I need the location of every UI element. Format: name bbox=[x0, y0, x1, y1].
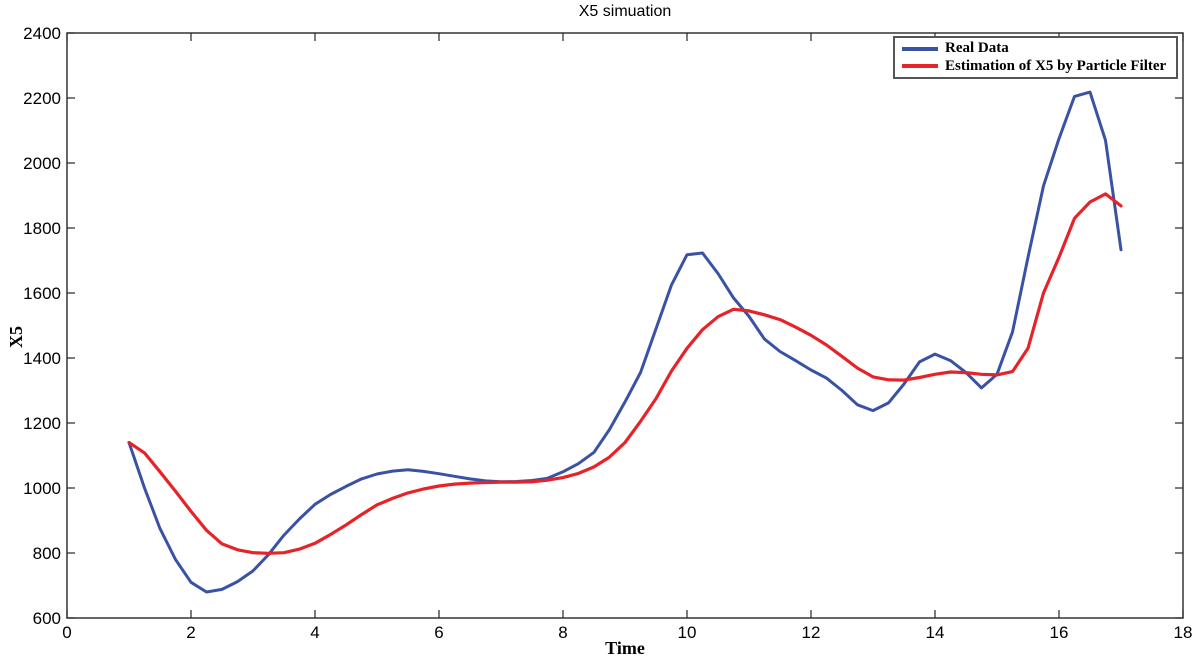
y-tick-label: 800 bbox=[33, 544, 61, 563]
legend: Real Data Estimation of X5 by Particle F… bbox=[893, 36, 1178, 79]
y-tick-label: 1400 bbox=[23, 349, 61, 368]
series-line-estimation bbox=[127, 192, 1123, 555]
series-line-real-data bbox=[127, 90, 1123, 594]
y-axis-label: X5 bbox=[6, 326, 26, 348]
plot-frame bbox=[66, 32, 1184, 619]
x-tick-label: 14 bbox=[926, 623, 945, 642]
x-tick-label: 0 bbox=[62, 623, 71, 642]
chart-title: X5 simuation bbox=[578, 3, 672, 20]
x-tick-label: 18 bbox=[1174, 623, 1193, 642]
x-tick-label: 12 bbox=[802, 623, 821, 642]
x-tick-label: 4 bbox=[310, 623, 319, 642]
legend-item-real-data: Real Data bbox=[895, 40, 1176, 58]
y-tick-label: 1000 bbox=[23, 479, 61, 498]
y-tick-label: 2200 bbox=[23, 89, 61, 108]
y-tick-label: 2400 bbox=[23, 24, 61, 43]
x-axis-label: Time bbox=[605, 638, 645, 658]
legend-label-estimation: Estimation of X5 by Particle Filter bbox=[945, 57, 1167, 74]
x-tick-label: 2 bbox=[186, 623, 195, 642]
x-tick-label: 10 bbox=[678, 623, 697, 642]
x-tick-label: 16 bbox=[1050, 623, 1069, 642]
x-tick-label: 8 bbox=[558, 623, 567, 642]
legend-line-swatch-real-data bbox=[902, 46, 938, 51]
y-tick-label: 1200 bbox=[23, 414, 61, 433]
y-tick-label: 600 bbox=[33, 609, 61, 628]
y-tick-label: 2000 bbox=[23, 154, 61, 173]
x-tick-label: 6 bbox=[434, 623, 443, 642]
legend-item-estimation: Estimation of X5 by Particle Filter bbox=[895, 58, 1176, 76]
legend-label-real-data: Real Data bbox=[945, 40, 1009, 57]
y-tick-label: 1800 bbox=[23, 219, 61, 238]
legend-line-swatch-estimation bbox=[902, 64, 938, 69]
y-tick-label: 1600 bbox=[23, 284, 61, 303]
